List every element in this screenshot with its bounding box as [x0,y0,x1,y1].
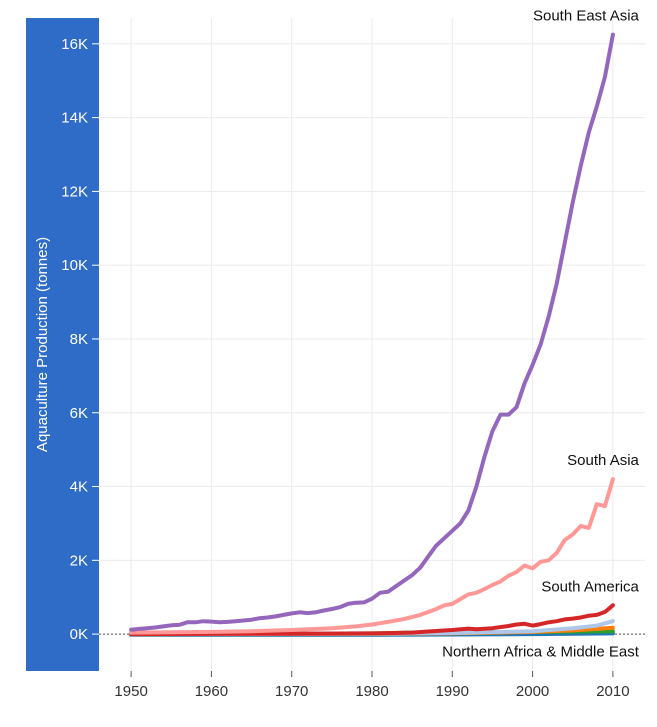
series-line-south-asia [129,477,615,635]
x-tick-label: 1960 [195,683,228,700]
series-line-south-east-asia [129,32,615,632]
y-tick-label: 10K [61,257,88,274]
x-axis-ticks: 1950 1960 1970 1980 1990 2000 2010 [114,671,630,700]
x-tick-label: 1950 [114,683,147,700]
grid-lines [99,18,645,671]
series-line-south-america [129,603,615,637]
x-tick-label: 1980 [355,683,388,700]
series-lines [129,32,615,637]
series-label-south-america: South America [541,578,639,595]
y-tick-label: 8K [70,331,88,348]
series-labels: South East Asia South Asia South America No… [442,8,640,661]
y-axis-label: Aquaculture Production (tonnes) [34,237,51,452]
y-tick-label: 6K [70,405,88,422]
x-tick-label: 1990 [436,683,469,700]
series-label-northern-africa-middle-east: Northern Africa & Middle East [442,643,640,660]
x-tick-label: 2000 [516,683,549,700]
y-tick-label: 4K [70,479,88,496]
y-axis-panel [26,18,99,671]
y-tick-label: 16K [61,36,88,53]
y-axis-ticks: 0K 2K 4K 6K 8K 10K 12K 14K 16K [61,36,99,643]
y-tick-label: 14K [61,110,88,127]
x-tick-label: 2010 [596,683,629,700]
series-label-south-asia: South Asia [567,452,639,469]
y-tick-label: 2K [70,552,88,569]
y-tick-label: 12K [61,183,88,200]
y-tick-label: 0K [70,626,88,643]
series-label-south-east-asia: South East Asia [533,8,640,25]
x-tick-label: 1970 [275,683,308,700]
